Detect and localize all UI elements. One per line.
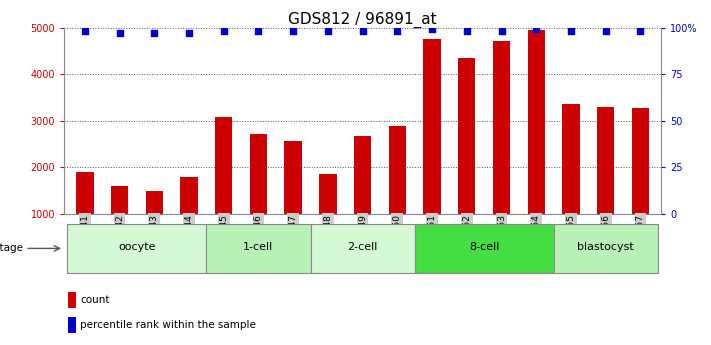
- Point: [183, 30, 195, 36]
- Point: [496, 29, 507, 34]
- Text: GSM22541: GSM22541: [80, 214, 90, 263]
- Bar: [458, 58, 476, 260]
- Point: [461, 29, 473, 34]
- Text: GSM22555: GSM22555: [567, 214, 575, 263]
- Text: count: count: [80, 295, 109, 305]
- Point: [322, 29, 333, 34]
- Bar: [76, 172, 94, 260]
- FancyBboxPatch shape: [68, 224, 206, 273]
- Text: GSM22548: GSM22548: [324, 214, 332, 263]
- Bar: [250, 134, 267, 260]
- Bar: [284, 141, 302, 260]
- Text: GSM22556: GSM22556: [602, 214, 610, 263]
- Point: [427, 27, 438, 32]
- Bar: [528, 30, 545, 260]
- Text: 1-cell: 1-cell: [243, 242, 274, 252]
- Bar: [319, 174, 336, 260]
- Text: blastocyst: blastocyst: [577, 242, 634, 252]
- Text: GSM22554: GSM22554: [532, 214, 541, 263]
- Text: percentile rank within the sample: percentile rank within the sample: [80, 320, 256, 330]
- Bar: [146, 190, 163, 260]
- Bar: [493, 41, 510, 260]
- Bar: [181, 177, 198, 260]
- Text: GSM22557: GSM22557: [636, 214, 645, 263]
- Point: [149, 30, 160, 36]
- Text: GSM22547: GSM22547: [289, 214, 298, 263]
- FancyBboxPatch shape: [206, 224, 311, 273]
- Bar: [597, 107, 614, 260]
- Text: GSM22549: GSM22549: [358, 214, 367, 263]
- Text: GSM22553: GSM22553: [497, 214, 506, 263]
- Point: [287, 29, 299, 34]
- Bar: [68, 317, 76, 333]
- FancyBboxPatch shape: [311, 224, 415, 273]
- Bar: [562, 104, 579, 260]
- Point: [530, 27, 542, 32]
- Bar: [215, 117, 232, 260]
- Point: [218, 29, 230, 34]
- FancyBboxPatch shape: [554, 224, 658, 273]
- Point: [357, 29, 368, 34]
- Point: [252, 29, 264, 34]
- Point: [114, 30, 125, 36]
- Point: [392, 29, 403, 34]
- Bar: [389, 126, 406, 260]
- Text: GSM22545: GSM22545: [219, 214, 228, 263]
- Bar: [354, 136, 371, 260]
- Text: GSM22544: GSM22544: [184, 214, 193, 263]
- Point: [79, 29, 90, 34]
- Text: GSM22543: GSM22543: [150, 214, 159, 263]
- Text: GSM22552: GSM22552: [462, 214, 471, 263]
- FancyBboxPatch shape: [415, 224, 554, 273]
- Point: [565, 29, 577, 34]
- Title: GDS812 / 96891_at: GDS812 / 96891_at: [288, 11, 437, 28]
- Text: GSM22551: GSM22551: [427, 214, 437, 263]
- Text: GSM22550: GSM22550: [393, 214, 402, 263]
- Text: GSM22542: GSM22542: [115, 214, 124, 263]
- Bar: [631, 108, 649, 260]
- Text: oocyte: oocyte: [118, 242, 156, 252]
- Bar: [68, 292, 76, 308]
- Point: [635, 29, 646, 34]
- Bar: [111, 186, 128, 260]
- Bar: [423, 39, 441, 260]
- Text: 2-cell: 2-cell: [348, 242, 378, 252]
- Point: [600, 29, 611, 34]
- Text: 8-cell: 8-cell: [469, 242, 499, 252]
- Text: development stage: development stage: [0, 244, 23, 253]
- Text: GSM22546: GSM22546: [254, 214, 263, 263]
